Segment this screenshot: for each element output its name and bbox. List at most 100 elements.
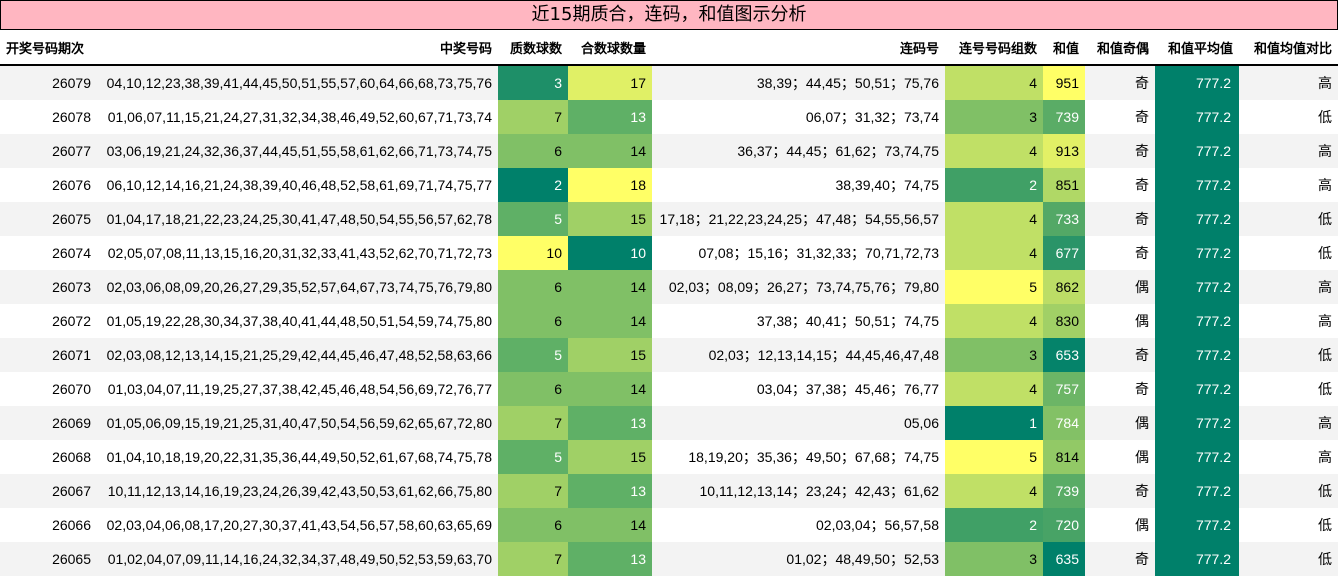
consecutive-groups-cell[interactable]: 2 xyxy=(945,168,1043,202)
sum-compare-cell[interactable]: 高 xyxy=(1239,304,1338,338)
prime-count-cell[interactable]: 5 xyxy=(498,202,568,236)
composite-count-cell[interactable]: 13 xyxy=(568,542,652,576)
sum-compare-cell[interactable]: 高 xyxy=(1239,168,1338,202)
prime-count-cell[interactable]: 5 xyxy=(498,440,568,474)
prime-count-cell[interactable]: 5 xyxy=(498,338,568,372)
table-row[interactable]: 26073 02,03,06,08,09,20,26,27,29,35,52,57… xyxy=(0,270,1338,304)
numbers-cell[interactable]: 01,04,10,18,19,20,22,31,35,36,44,49,50,5… xyxy=(97,440,498,474)
sum-average-cell[interactable]: 777.2 xyxy=(1155,406,1239,440)
sum-cell[interactable]: 739 xyxy=(1043,474,1085,508)
prime-count-cell[interactable]: 7 xyxy=(498,542,568,576)
header-consecutive-groups[interactable]: 连号号码组数 xyxy=(945,30,1043,66)
sum-parity-cell[interactable]: 奇 xyxy=(1085,100,1155,134)
prime-count-cell[interactable]: 6 xyxy=(498,508,568,542)
sum-parity-cell[interactable]: 偶 xyxy=(1085,406,1155,440)
issue-cell[interactable]: 26065 xyxy=(0,542,97,576)
numbers-cell[interactable]: 01,05,06,09,15,19,21,25,31,40,47,50,54,5… xyxy=(97,406,498,440)
composite-count-cell[interactable]: 14 xyxy=(568,134,652,168)
consecutive-groups-cell[interactable]: 2 xyxy=(945,508,1043,542)
prime-count-cell[interactable]: 6 xyxy=(498,304,568,338)
issue-cell[interactable]: 26074 xyxy=(0,236,97,270)
sum-cell[interactable]: 851 xyxy=(1043,168,1085,202)
table-row[interactable]: 26076 06,10,12,14,16,21,24,38,39,40,46,48… xyxy=(0,168,1338,202)
consecutive-cell[interactable]: 02,03,04；56,57,58 xyxy=(652,508,945,542)
sum-parity-cell[interactable]: 奇 xyxy=(1085,202,1155,236)
sum-average-cell[interactable]: 777.2 xyxy=(1155,202,1239,236)
table-row[interactable]: 26068 01,04,10,18,19,20,22,31,35,36,44,49… xyxy=(0,440,1338,474)
numbers-cell[interactable]: 01,02,04,07,09,11,14,16,24,32,34,37,48,4… xyxy=(97,542,498,576)
sum-average-cell[interactable]: 777.2 xyxy=(1155,508,1239,542)
composite-count-cell[interactable]: 15 xyxy=(568,338,652,372)
issue-cell[interactable]: 26069 xyxy=(0,406,97,440)
sum-parity-cell[interactable]: 偶 xyxy=(1085,304,1155,338)
consecutive-cell[interactable]: 02,03；08,09；26,27；73,74,75,76；79,80 xyxy=(652,270,945,304)
sum-compare-cell[interactable]: 低 xyxy=(1239,542,1338,576)
sum-average-cell[interactable]: 777.2 xyxy=(1155,542,1239,576)
sum-cell[interactable]: 739 xyxy=(1043,100,1085,134)
prime-count-cell[interactable]: 2 xyxy=(498,168,568,202)
sum-compare-cell[interactable]: 高 xyxy=(1239,270,1338,304)
numbers-cell[interactable]: 01,06,07,11,15,21,24,27,31,32,34,38,46,4… xyxy=(97,100,498,134)
sum-parity-cell[interactable]: 奇 xyxy=(1085,236,1155,270)
prime-count-cell[interactable]: 6 xyxy=(498,372,568,406)
sum-compare-cell[interactable]: 低 xyxy=(1239,508,1338,542)
issue-cell[interactable]: 26078 xyxy=(0,100,97,134)
prime-count-cell[interactable]: 6 xyxy=(498,134,568,168)
sum-average-cell[interactable]: 777.2 xyxy=(1155,270,1239,304)
table-row[interactable]: 26070 01,03,04,07,11,19,25,27,37,38,42,45… xyxy=(0,372,1338,406)
sum-cell[interactable]: 653 xyxy=(1043,338,1085,372)
sum-cell[interactable]: 913 xyxy=(1043,134,1085,168)
sum-average-cell[interactable]: 777.2 xyxy=(1155,440,1239,474)
composite-count-cell[interactable]: 17 xyxy=(568,65,652,100)
table-row[interactable]: 26077 03,06,19,21,24,32,36,37,44,45,51,55… xyxy=(0,134,1338,168)
sum-compare-cell[interactable]: 低 xyxy=(1239,338,1338,372)
consecutive-groups-cell[interactable]: 1 xyxy=(945,406,1043,440)
numbers-cell[interactable]: 03,06,19,21,24,32,36,37,44,45,51,55,58,6… xyxy=(97,134,498,168)
consecutive-cell[interactable]: 18,19,20；35,36；49,50；67,68；74,75 xyxy=(652,440,945,474)
consecutive-groups-cell[interactable]: 4 xyxy=(945,372,1043,406)
table-row[interactable]: 26071 02,03,08,12,13,14,15,21,25,29,42,44… xyxy=(0,338,1338,372)
consecutive-groups-cell[interactable]: 4 xyxy=(945,134,1043,168)
numbers-cell[interactable]: 02,03,04,06,08,17,20,27,30,37,41,43,54,5… xyxy=(97,508,498,542)
sum-cell[interactable]: 784 xyxy=(1043,406,1085,440)
issue-cell[interactable]: 26067 xyxy=(0,474,97,508)
header-sum-average[interactable]: 和值平均值 xyxy=(1155,30,1239,66)
consecutive-groups-cell[interactable]: 4 xyxy=(945,474,1043,508)
prime-count-cell[interactable]: 7 xyxy=(498,100,568,134)
table-row[interactable]: 26072 01,05,19,22,28,30,34,37,38,40,41,44… xyxy=(0,304,1338,338)
consecutive-cell[interactable]: 01,02；48,49,50；52,53 xyxy=(652,542,945,576)
prime-count-cell[interactable]: 6 xyxy=(498,270,568,304)
header-issue[interactable]: 开奖号码期次 xyxy=(0,30,97,66)
composite-count-cell[interactable]: 13 xyxy=(568,100,652,134)
sum-average-cell[interactable]: 777.2 xyxy=(1155,65,1239,100)
sum-compare-cell[interactable]: 低 xyxy=(1239,100,1338,134)
composite-count-cell[interactable]: 15 xyxy=(568,440,652,474)
numbers-cell[interactable]: 02,03,08,12,13,14,15,21,25,29,42,44,45,4… xyxy=(97,338,498,372)
numbers-cell[interactable]: 01,04,17,18,21,22,23,24,25,30,41,47,48,5… xyxy=(97,202,498,236)
consecutive-cell[interactable]: 07,08；15,16；31,32,33；70,71,72,73 xyxy=(652,236,945,270)
sum-parity-cell[interactable]: 奇 xyxy=(1085,372,1155,406)
issue-cell[interactable]: 26071 xyxy=(0,338,97,372)
prime-count-cell[interactable]: 7 xyxy=(498,474,568,508)
consecutive-groups-cell[interactable]: 3 xyxy=(945,100,1043,134)
header-sum-compare[interactable]: 和值均值对比 xyxy=(1239,30,1338,66)
sum-average-cell[interactable]: 777.2 xyxy=(1155,134,1239,168)
sum-cell[interactable]: 635 xyxy=(1043,542,1085,576)
table-row[interactable]: 26067 10,11,12,13,14,16,19,23,24,26,39,42… xyxy=(0,474,1338,508)
consecutive-cell[interactable]: 36,37；44,45；61,62；73,74,75 xyxy=(652,134,945,168)
sum-compare-cell[interactable]: 低 xyxy=(1239,474,1338,508)
issue-cell[interactable]: 26070 xyxy=(0,372,97,406)
sum-parity-cell[interactable]: 奇 xyxy=(1085,65,1155,100)
sum-parity-cell[interactable]: 奇 xyxy=(1085,168,1155,202)
sum-parity-cell[interactable]: 偶 xyxy=(1085,440,1155,474)
issue-cell[interactable]: 26066 xyxy=(0,508,97,542)
composite-count-cell[interactable]: 14 xyxy=(568,372,652,406)
header-consecutive[interactable]: 连码号 xyxy=(652,30,945,66)
sum-compare-cell[interactable]: 高 xyxy=(1239,134,1338,168)
issue-cell[interactable]: 26077 xyxy=(0,134,97,168)
sum-average-cell[interactable]: 777.2 xyxy=(1155,100,1239,134)
sum-parity-cell[interactable]: 奇 xyxy=(1085,542,1155,576)
sum-average-cell[interactable]: 777.2 xyxy=(1155,168,1239,202)
issue-cell[interactable]: 26068 xyxy=(0,440,97,474)
consecutive-cell[interactable]: 37,38；40,41；50,51；74,75 xyxy=(652,304,945,338)
